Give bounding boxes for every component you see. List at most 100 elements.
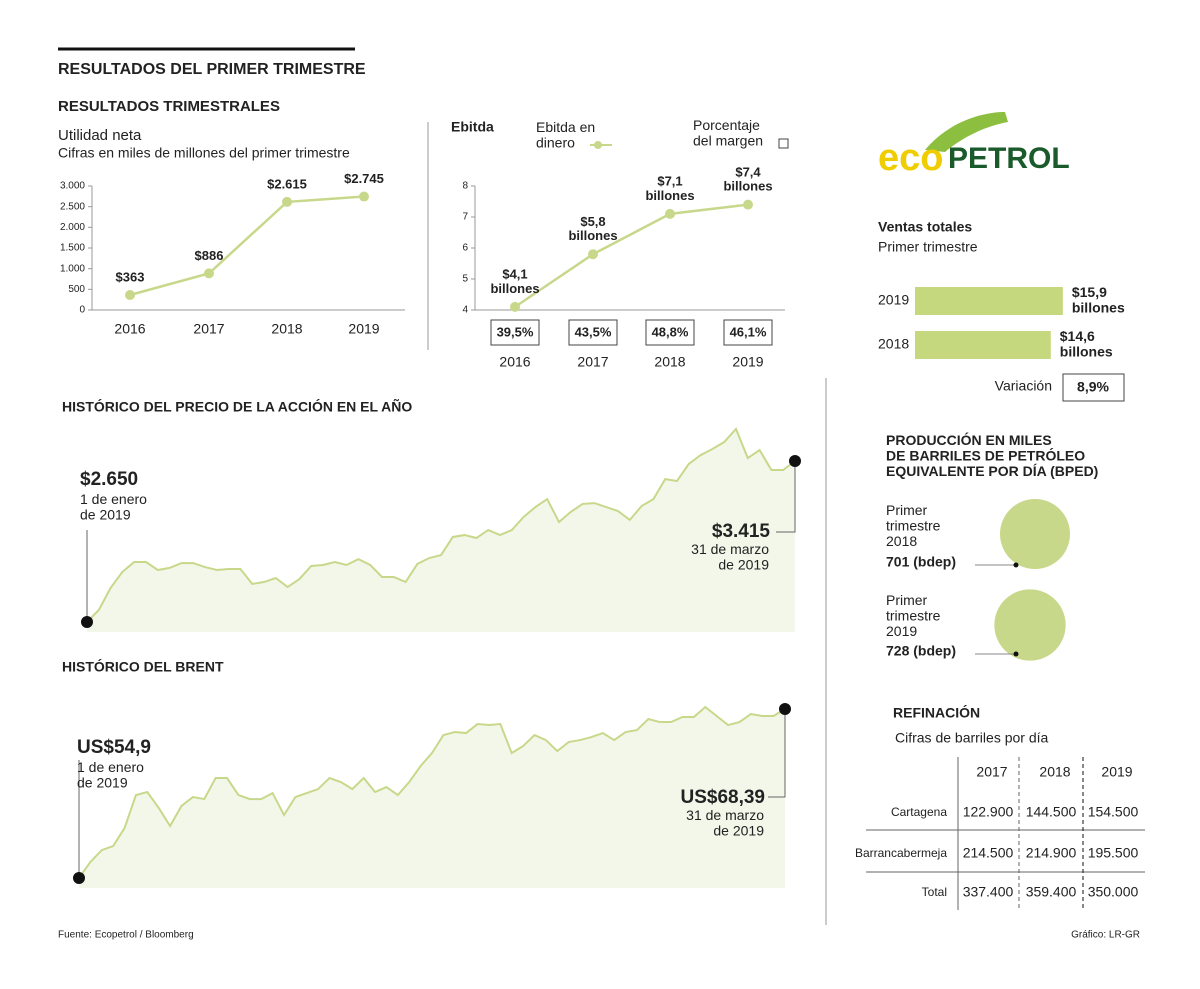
data-label: $363 xyxy=(116,269,145,284)
bar xyxy=(915,331,1051,359)
page-title: RESULTADOS DEL PRIMER TRIMESTRE xyxy=(58,61,366,78)
end-note: 31 de marzo de 2019 xyxy=(686,807,764,838)
x-tick-label: 2018 xyxy=(271,321,302,337)
table-cell: 214.900 xyxy=(1026,845,1077,861)
point xyxy=(665,208,675,219)
end-point xyxy=(73,872,85,884)
connector xyxy=(768,709,786,798)
x-tick-label: 2017 xyxy=(577,354,608,370)
column-header: 2017 xyxy=(976,764,1007,780)
end-label: $3.415 xyxy=(712,521,771,542)
y-tick-label: 7 xyxy=(462,212,468,223)
legend-box xyxy=(778,138,789,149)
y-tick-label: 8 xyxy=(462,181,468,192)
point xyxy=(510,301,520,312)
table-title: REFINACIÓN xyxy=(893,704,980,721)
table-cell: 359.400 xyxy=(1026,884,1077,900)
y-tick-label: 1.500 xyxy=(60,243,85,254)
y-tick-label: 5 xyxy=(462,274,468,285)
table-cell: 154.500 xyxy=(1088,804,1139,820)
y-tick-label: 4 xyxy=(462,305,468,316)
y-tick-label: 2.500 xyxy=(60,201,85,212)
table-cell: 144.500 xyxy=(1026,804,1077,820)
row-label: Total xyxy=(922,885,947,899)
x-tick-label: 2016 xyxy=(499,354,530,370)
row-label: Barrancabermeja xyxy=(855,846,947,860)
table-subtitle: Cifras de barriles por día xyxy=(895,730,1049,746)
point xyxy=(282,196,292,207)
x-tick-label: 2019 xyxy=(732,354,763,370)
data-label: $7,4 billones xyxy=(723,165,772,194)
end-point xyxy=(81,616,93,628)
margin-box xyxy=(723,319,773,346)
x-tick-label: 2017 xyxy=(193,321,224,337)
y-tick-label: 0 xyxy=(79,305,85,316)
point xyxy=(359,191,369,202)
x-tick-label: 2018 xyxy=(654,354,685,370)
box-label: 39,5% xyxy=(497,324,534,339)
legend-label: Porcentaje del margen xyxy=(693,117,763,148)
chart-title: Utilidad neta xyxy=(58,127,142,144)
table-cell: 214.500 xyxy=(963,845,1014,861)
category-label: 2019 xyxy=(878,292,909,308)
variation-label: Variación xyxy=(995,378,1052,394)
column-header: 2019 xyxy=(1101,764,1132,780)
data-label: 701 (bdep) xyxy=(886,554,956,570)
point xyxy=(743,199,753,210)
connector xyxy=(776,460,796,533)
source: Fuente: Ecopetrol / Bloomberg xyxy=(58,930,194,941)
end-point xyxy=(779,703,791,716)
y-tick-label: 3.000 xyxy=(60,181,85,192)
box-label: 46,1% xyxy=(730,324,767,339)
chart-title: Ventas totales xyxy=(878,219,972,235)
area-fill xyxy=(87,429,795,632)
start-label: $2.650 xyxy=(80,469,138,490)
row-label: Cartagena xyxy=(891,805,947,819)
line xyxy=(514,203,749,308)
leader-dot xyxy=(1013,651,1019,657)
category-label: 2018 xyxy=(878,336,909,352)
margin-box xyxy=(645,319,695,346)
line xyxy=(129,195,365,297)
margin-box xyxy=(490,319,540,346)
end-point xyxy=(789,454,801,467)
variation-value: 8,9% xyxy=(1077,379,1109,395)
line xyxy=(86,427,796,623)
x-tick-label: 2016 xyxy=(114,321,145,337)
data-label: 728 (bdep) xyxy=(886,643,956,659)
bubble xyxy=(999,498,1071,570)
chart-title: HISTÓRICO DEL BRENT xyxy=(62,658,224,675)
start-note: 1 de enero de 2019 xyxy=(80,491,147,522)
y-tick-label: 500 xyxy=(68,284,85,295)
line xyxy=(78,705,786,879)
bubble xyxy=(994,589,1066,661)
data-label: $7,1 billones xyxy=(645,174,694,203)
legend-label: Ebitda en dinero xyxy=(536,119,595,150)
table-cell: 122.900 xyxy=(963,804,1014,820)
chart-subtitle: Cifras en miles de millones del primer t… xyxy=(58,145,350,161)
start-label: US$54,9 xyxy=(77,737,151,758)
data-label: $4,1 billones xyxy=(490,267,539,296)
y-tick-label: 1.000 xyxy=(60,263,85,274)
data-label: $2.745 xyxy=(344,171,384,186)
category-label: Primer trimestre 2018 xyxy=(886,502,941,549)
table-cell: 350.000 xyxy=(1088,884,1139,900)
chart-title: Ebitda xyxy=(451,119,494,135)
data-label: $14,6 billones xyxy=(1060,328,1113,359)
margin-box xyxy=(568,319,618,346)
logo-iguana xyxy=(925,112,1008,152)
data-label: $2.615 xyxy=(267,176,307,191)
variation-box xyxy=(1062,373,1125,402)
section-title: RESULTADOS TRIMESTRALES xyxy=(58,98,280,115)
column-header: 2018 xyxy=(1039,764,1070,780)
end-label: US$68,39 xyxy=(680,787,765,808)
credit: Gráfico: LR-GR xyxy=(1071,930,1140,941)
y-tick-label: 2.000 xyxy=(60,222,85,233)
y-tick-label: 6 xyxy=(462,243,468,254)
legend-dot xyxy=(594,141,602,149)
end-note: 31 de marzo de 2019 xyxy=(691,541,769,572)
chart-subtitle: Primer trimestre xyxy=(878,239,978,255)
